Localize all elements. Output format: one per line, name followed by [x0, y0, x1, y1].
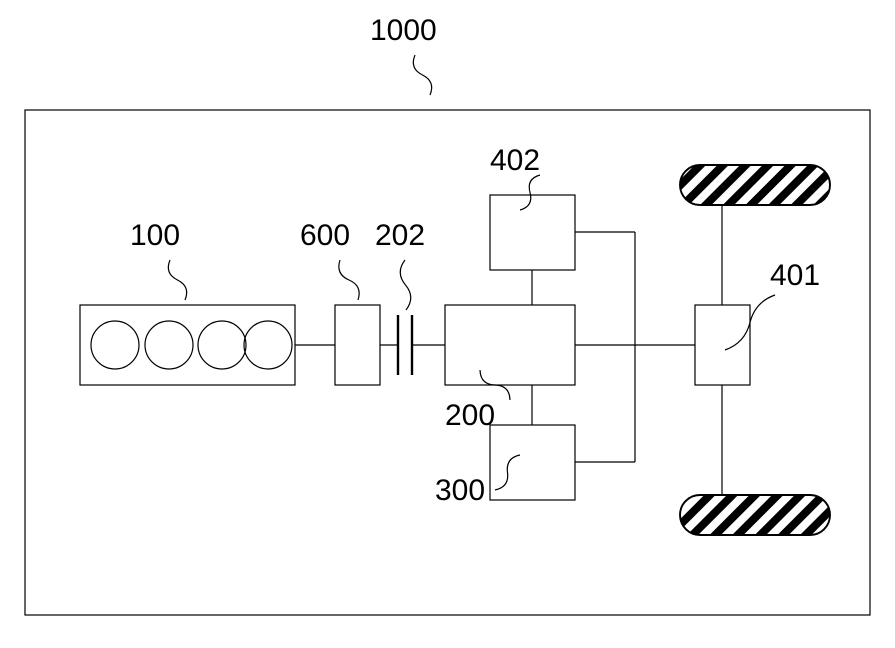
wheel-top [680, 165, 830, 205]
ref-label: 300 [435, 474, 485, 507]
engine-cylinder [91, 321, 139, 369]
lower-aux-box [490, 425, 575, 500]
transmission-box [445, 305, 575, 385]
differential-box [695, 305, 750, 385]
ref-label: 202 [375, 219, 425, 252]
powertrain-diagram: 1000 100 600 202 402 401 200 300 [0, 0, 895, 648]
ref-label: 100 [130, 219, 180, 252]
engine-cylinder [244, 321, 292, 369]
engine-rect [80, 305, 295, 385]
flywheel-box [335, 305, 380, 385]
upper-aux-box [490, 195, 575, 270]
ref-label: 600 [300, 219, 350, 252]
ref-label: 402 [490, 144, 540, 177]
engine-cylinder [198, 321, 246, 369]
engine-cylinder [145, 321, 193, 369]
ref-label: 200 [445, 399, 495, 432]
ref-label: 401 [770, 259, 820, 292]
ref-label: 1000 [370, 14, 437, 47]
wheel-bottom [680, 495, 830, 535]
